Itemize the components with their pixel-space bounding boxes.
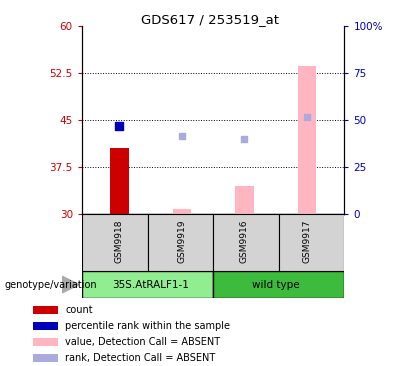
Bar xyxy=(235,186,254,214)
Polygon shape xyxy=(62,276,79,293)
Text: genotype/variation: genotype/variation xyxy=(4,280,97,290)
Bar xyxy=(297,67,316,214)
Bar xyxy=(213,214,279,271)
Text: GDS617 / 253519_at: GDS617 / 253519_at xyxy=(141,13,279,26)
Bar xyxy=(213,271,344,298)
Point xyxy=(116,123,123,129)
Point xyxy=(178,132,185,138)
Point xyxy=(241,136,248,142)
Text: GSM9919: GSM9919 xyxy=(177,220,186,263)
Bar xyxy=(82,214,147,271)
Text: GSM9918: GSM9918 xyxy=(115,220,124,263)
Bar xyxy=(33,338,58,346)
Bar xyxy=(82,271,213,298)
Text: 35S.AtRALF1-1: 35S.AtRALF1-1 xyxy=(112,280,189,290)
Bar xyxy=(33,322,58,330)
Text: value, Detection Call = ABSENT: value, Detection Call = ABSENT xyxy=(66,337,220,347)
Bar xyxy=(173,209,191,214)
Text: percentile rank within the sample: percentile rank within the sample xyxy=(66,321,231,331)
Bar xyxy=(110,148,129,214)
Text: GSM9917: GSM9917 xyxy=(302,220,311,263)
Bar xyxy=(147,214,213,271)
Text: GSM9916: GSM9916 xyxy=(240,220,249,263)
Text: wild type: wild type xyxy=(252,280,299,290)
Bar xyxy=(33,306,58,314)
Text: count: count xyxy=(66,305,93,315)
Text: rank, Detection Call = ABSENT: rank, Detection Call = ABSENT xyxy=(66,353,216,363)
Bar xyxy=(279,214,344,271)
Bar xyxy=(33,354,58,362)
Point xyxy=(304,114,310,120)
